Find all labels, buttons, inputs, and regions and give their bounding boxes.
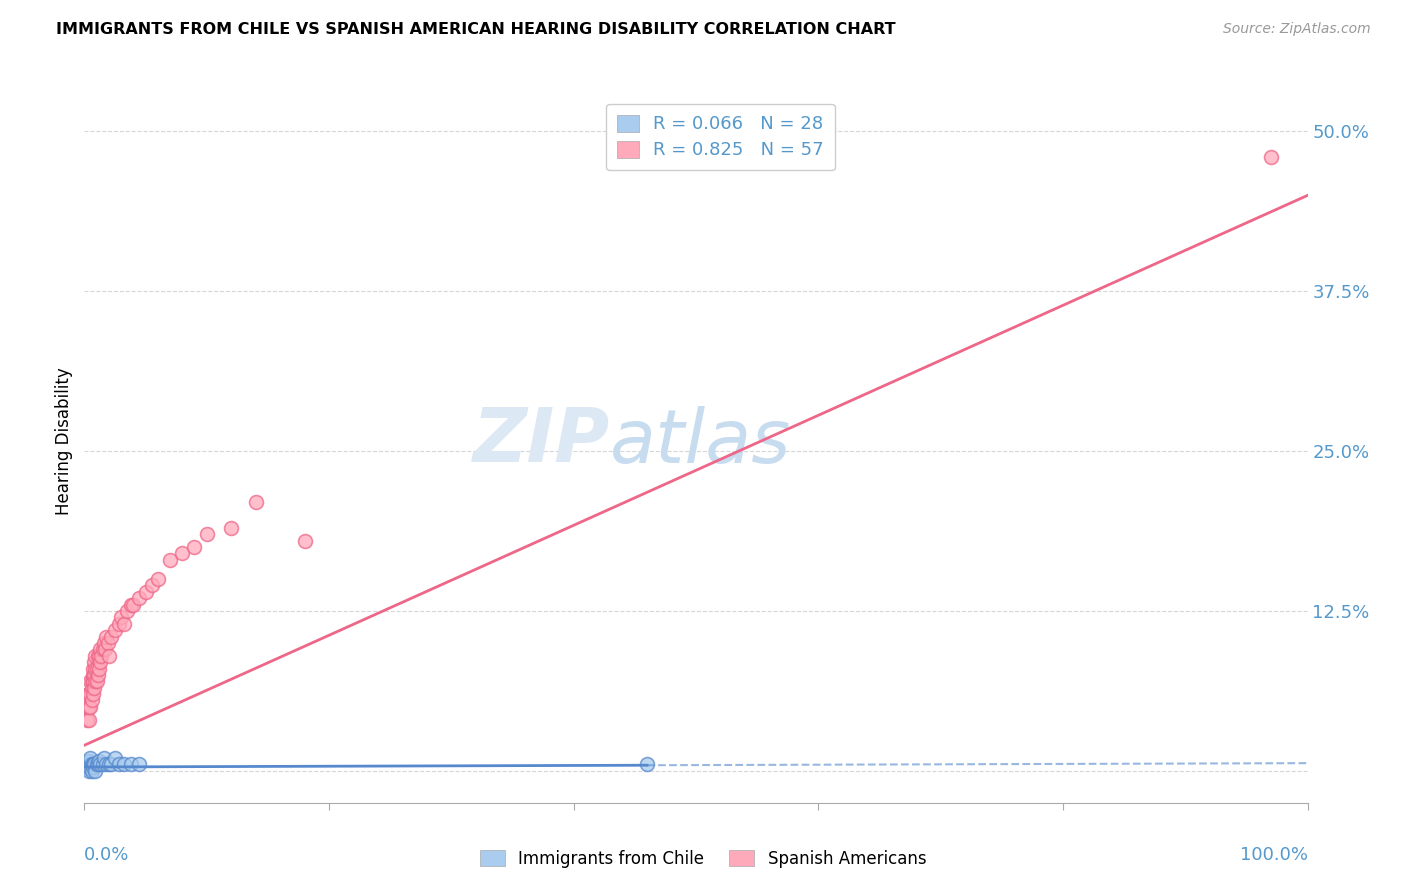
- Point: [84, 764, 107, 778]
- Point: [87, 668, 110, 682]
- Point: [83, 655, 105, 669]
- Point: [77, 764, 100, 778]
- Point: [91, 757, 114, 772]
- Point: [112, 616, 135, 631]
- Point: [159, 553, 181, 567]
- Point: [84, 661, 107, 675]
- Point: [80, 674, 103, 689]
- Point: [93, 751, 115, 765]
- Point: [80, 693, 103, 707]
- Point: [82, 668, 104, 682]
- Point: [94, 642, 117, 657]
- Point: [107, 757, 129, 772]
- Point: [89, 642, 111, 657]
- Point: [96, 630, 118, 644]
- Point: [87, 661, 110, 675]
- Point: [82, 661, 104, 675]
- Point: [110, 610, 132, 624]
- Point: [146, 572, 169, 586]
- Legend: R = 0.066   N = 28, R = 0.825   N = 57: R = 0.066 N = 28, R = 0.825 N = 57: [606, 103, 835, 170]
- Point: [87, 648, 110, 663]
- Point: [80, 757, 103, 772]
- Point: [83, 668, 105, 682]
- Point: [128, 591, 150, 606]
- Point: [79, 751, 101, 765]
- Point: [128, 757, 150, 772]
- Point: [86, 661, 108, 675]
- Point: [80, 764, 103, 778]
- Point: [104, 751, 127, 765]
- Point: [93, 636, 115, 650]
- Text: IMMIGRANTS FROM CHILE VS SPANISH AMERICAN HEARING DISABILITY CORRELATION CHART: IMMIGRANTS FROM CHILE VS SPANISH AMERICA…: [56, 22, 896, 37]
- Point: [82, 757, 104, 772]
- Point: [86, 674, 108, 689]
- Point: [135, 584, 157, 599]
- Point: [79, 761, 101, 775]
- Point: [79, 757, 101, 772]
- Point: [84, 674, 107, 689]
- Point: [76, 713, 98, 727]
- Point: [77, 761, 100, 775]
- Point: [82, 687, 104, 701]
- Point: [89, 655, 111, 669]
- Point: [79, 699, 101, 714]
- Point: [77, 687, 100, 701]
- Text: atlas: atlas: [610, 406, 792, 477]
- Point: [82, 760, 104, 774]
- Text: ZIP: ZIP: [472, 405, 610, 478]
- Point: [87, 648, 110, 663]
- Point: [112, 757, 135, 772]
- Point: [82, 674, 104, 689]
- Point: [1260, 150, 1282, 164]
- Point: [77, 713, 100, 727]
- Point: [91, 642, 114, 657]
- Text: Source: ZipAtlas.com: Source: ZipAtlas.com: [1223, 22, 1371, 37]
- Point: [77, 687, 100, 701]
- Point: [83, 757, 105, 772]
- Point: [77, 699, 100, 714]
- Point: [87, 757, 110, 772]
- Point: [76, 757, 98, 772]
- Legend: Immigrants from Chile, Spanish Americans: Immigrants from Chile, Spanish Americans: [474, 844, 932, 875]
- Point: [87, 754, 110, 768]
- Point: [245, 495, 267, 509]
- Point: [77, 754, 100, 768]
- Point: [141, 578, 163, 592]
- Point: [636, 757, 658, 772]
- Point: [89, 757, 111, 772]
- Point: [83, 681, 105, 695]
- Point: [120, 757, 142, 772]
- Point: [183, 540, 205, 554]
- Point: [96, 757, 118, 772]
- Point: [100, 757, 122, 772]
- Point: [97, 757, 120, 772]
- Point: [294, 533, 316, 548]
- Point: [86, 757, 108, 772]
- Point: [104, 623, 127, 637]
- Point: [100, 630, 122, 644]
- Point: [120, 598, 142, 612]
- Point: [84, 648, 107, 663]
- Point: [172, 546, 194, 560]
- Text: 100.0%: 100.0%: [1240, 847, 1308, 864]
- Point: [97, 636, 120, 650]
- Point: [79, 674, 101, 689]
- Point: [107, 616, 129, 631]
- Point: [80, 681, 103, 695]
- Point: [97, 648, 120, 663]
- Point: [195, 527, 218, 541]
- Point: [115, 604, 138, 618]
- Point: [79, 687, 101, 701]
- Point: [90, 648, 112, 663]
- Point: [219, 521, 242, 535]
- Point: [77, 699, 100, 714]
- Y-axis label: Hearing Disability: Hearing Disability: [55, 368, 73, 516]
- Text: 0.0%: 0.0%: [84, 847, 129, 864]
- Point: [122, 598, 145, 612]
